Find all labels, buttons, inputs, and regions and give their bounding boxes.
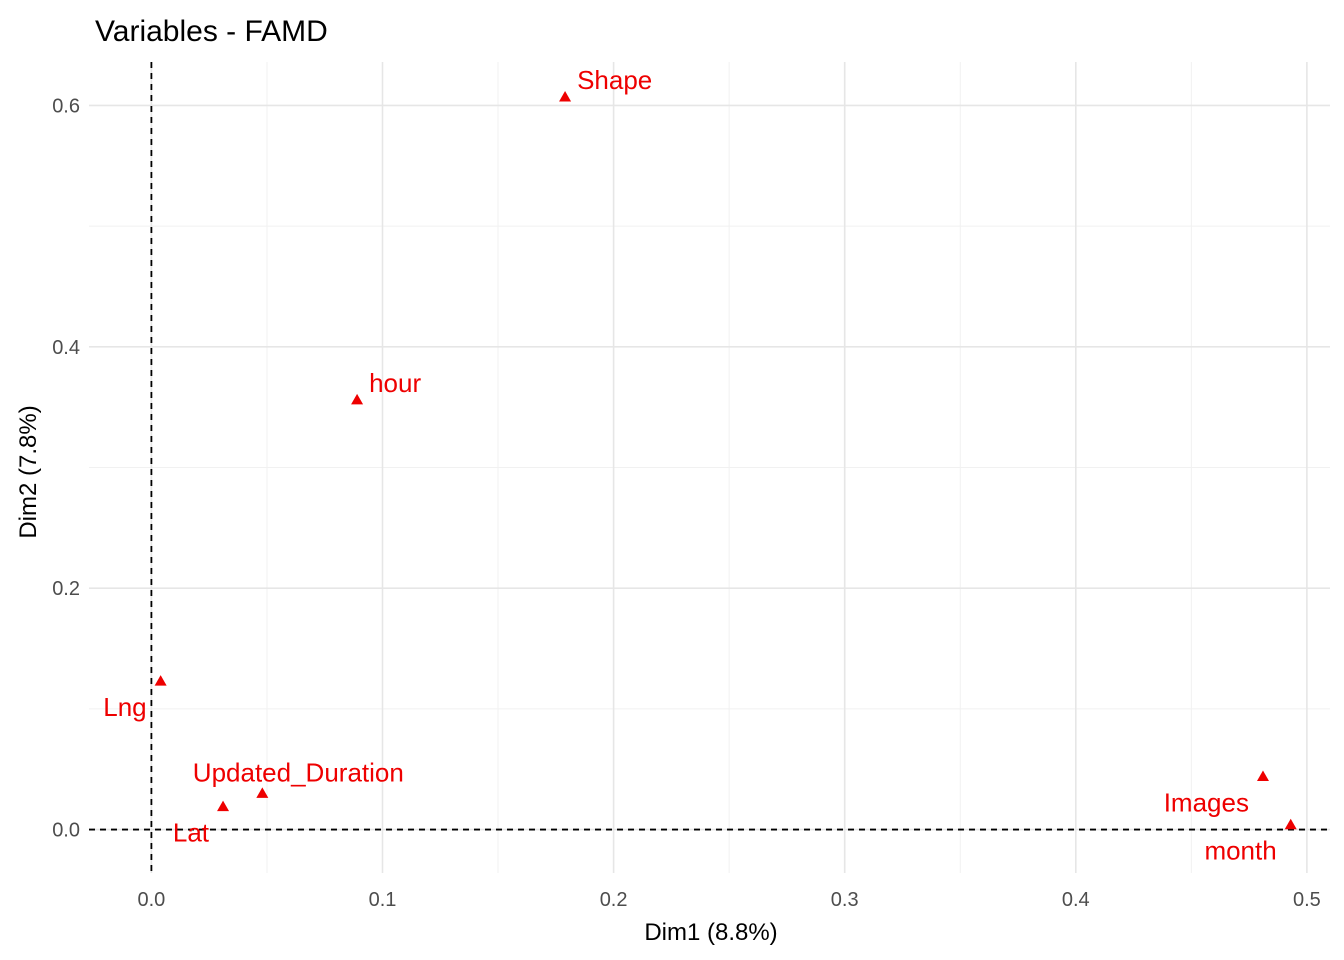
point-label-month: month	[1204, 836, 1276, 866]
x-axis-label: Dim1 (8.8%)	[644, 919, 777, 946]
point-month	[1284, 818, 1297, 830]
grid-layer	[89, 62, 1330, 873]
point-updated-duration	[256, 787, 269, 798]
point-label-lat: Lat	[173, 818, 210, 848]
point-label-hour: hour	[369, 368, 421, 398]
chart-title: Variables - FAMD	[95, 15, 328, 48]
point-lat	[217, 800, 230, 812]
x-tick-label: 0.4	[1062, 889, 1090, 911]
x-tick-label: 0.3	[831, 889, 859, 911]
y-tick-label: 0.6	[52, 95, 80, 117]
x-tick-label: 0.1	[369, 889, 397, 911]
x-tick-label: 0.2	[600, 889, 628, 911]
data-points	[154, 90, 1297, 830]
point-label-lng: Lng	[103, 692, 146, 722]
y-axis-label: Dim2 (7.8%)	[15, 405, 42, 538]
point-label-images: Images	[1164, 787, 1249, 817]
x-tick-label: 0.0	[137, 889, 165, 911]
tick-labels: 0.0 0.1 0.2 0.3 0.4 0.5 0.0 0.2 0.4 0.6	[52, 95, 1321, 911]
y-tick-label: 0.2	[52, 578, 80, 600]
point-shape	[559, 90, 572, 102]
point-label-shape: Shape	[577, 65, 652, 95]
point-label-updated-duration: Updated_Duration	[193, 757, 404, 787]
point-hour	[351, 393, 364, 405]
point-images	[1256, 770, 1269, 781]
point-labels: Shape hour Lng Updated_Duration Lat Images mon…	[103, 65, 1276, 866]
y-tick-label: 0.0	[52, 820, 80, 842]
reference-lines	[89, 62, 1330, 873]
y-tick-label: 0.4	[52, 337, 80, 359]
x-tick-label: 0.5	[1293, 889, 1321, 911]
point-lng	[154, 675, 167, 686]
